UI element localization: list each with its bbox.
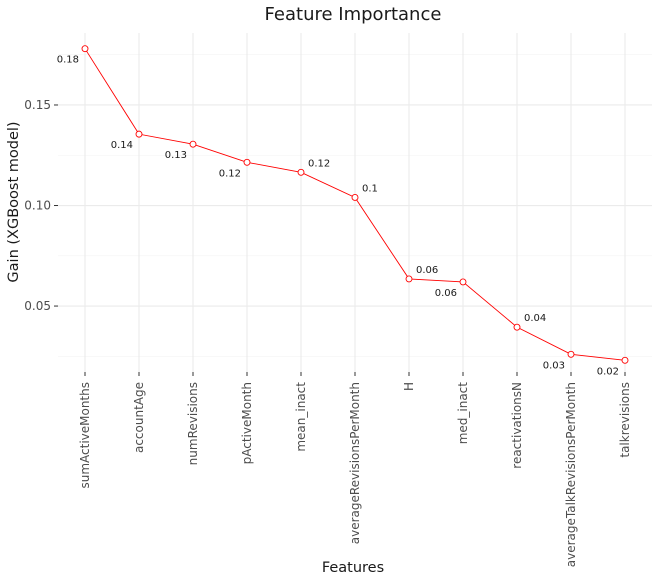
x-tick-label: talkrevisions [618, 382, 632, 458]
data-point [297, 168, 305, 176]
x-tick-label: accountAge [132, 382, 146, 453]
data-point [351, 194, 359, 201]
x-tick-label: mean_inact [294, 382, 308, 452]
data-label: 0.03 [543, 360, 565, 371]
x-tick-label: sumActiveMonths [78, 382, 92, 489]
data-label: 0.14 [111, 140, 133, 151]
data-label: 0.06 [435, 288, 457, 299]
data-point [135, 130, 143, 138]
y-tick-label: 0.05 [24, 299, 51, 313]
data-point [405, 275, 413, 283]
data-label: 0.18 [57, 55, 79, 66]
x-tick-label: reactivationsN [510, 382, 524, 469]
data-point [459, 278, 467, 286]
y-tick-label: 0.15 [24, 98, 51, 112]
y-axis: 0.05 0.10 0.15 [24, 98, 58, 313]
x-tick-label: med_inact [456, 382, 470, 445]
data-label: 0.13 [165, 150, 187, 161]
data-point [81, 45, 89, 53]
x-tick-label: averageTalkRevisionsPerMonth [564, 382, 578, 567]
data-points [81, 45, 629, 364]
x-axis: sumActiveMonths accountAge numRevisions pAc… [78, 372, 632, 567]
x-tick-label: pActiveMonth [240, 382, 254, 464]
y-axis-title: Gain (XGBoost model) [6, 121, 22, 282]
x-tick-label: numRevisions [186, 382, 200, 465]
data-label: 0.12 [219, 168, 241, 179]
data-point [243, 158, 251, 166]
y-tick-label: 0.10 [24, 199, 51, 213]
x-tick-label: H [402, 382, 416, 391]
data-point [189, 140, 197, 148]
grid [58, 33, 652, 372]
data-label: 0.02 [597, 366, 619, 377]
data-label: 0.06 [416, 265, 438, 276]
data-label: 0.1 [362, 183, 378, 194]
x-tick-label: averageRevisionsPerMonth [348, 382, 362, 544]
data-label: 0.12 [308, 158, 330, 169]
chart-title: Feature Importance [265, 4, 442, 25]
data-point [513, 323, 521, 331]
data-point [567, 350, 575, 358]
data-point [621, 356, 629, 364]
data-label: 0.04 [524, 313, 546, 324]
x-axis-title: Features [322, 560, 384, 576]
data-labels: 0.18 0.14 0.13 0.12 0.12 0.1 0.06 0.06 0.04 0.03 0… [57, 55, 619, 378]
